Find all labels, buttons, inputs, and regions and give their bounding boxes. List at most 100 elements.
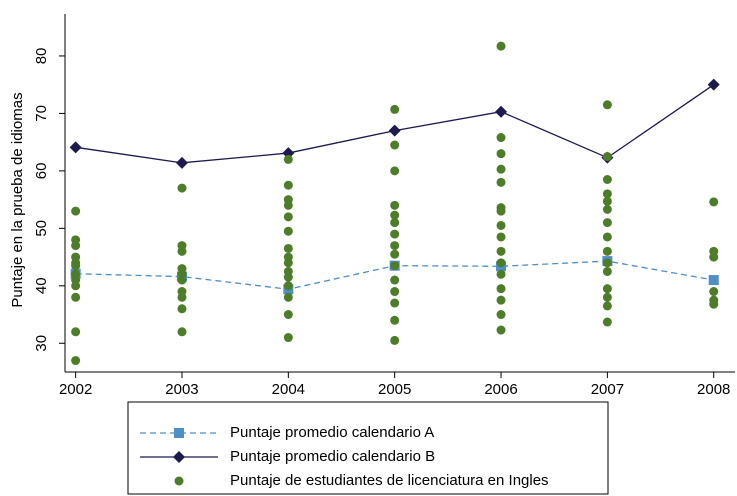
x-tick-label: 2007 (591, 381, 624, 398)
data-point (496, 149, 506, 159)
x-tick-label: 2006 (484, 381, 517, 398)
data-point (709, 299, 719, 309)
legend-label: Puntaje promedio calendario B (230, 448, 435, 465)
data-point (496, 258, 506, 268)
data-point (390, 218, 400, 228)
data-point (602, 152, 612, 162)
data-point (177, 292, 187, 302)
data-point (602, 232, 612, 242)
y-axis-label: Puntaje en la prueba de idiomas (9, 92, 26, 307)
data-point (283, 243, 293, 253)
x-tick-label: 2003 (165, 381, 198, 398)
legend-label: Puntaje promedio calendario A (230, 424, 434, 441)
data-point (390, 261, 400, 271)
data-point (496, 295, 506, 305)
data-point (71, 261, 81, 271)
data-point (71, 241, 81, 251)
data-point (709, 287, 719, 297)
data-point (602, 218, 612, 228)
data-point (71, 356, 81, 366)
data-point (283, 292, 293, 302)
data-point (283, 281, 293, 291)
data-point (388, 124, 401, 137)
data-point (496, 133, 506, 143)
data-point (283, 180, 293, 190)
legend (127, 401, 609, 495)
data-point (390, 249, 400, 259)
data-point (602, 258, 612, 268)
data-point (390, 210, 400, 220)
data-point (496, 177, 506, 187)
data-point (390, 315, 400, 325)
data-point (708, 275, 719, 286)
data-point (602, 317, 612, 327)
data-point (496, 269, 506, 279)
data-point (390, 287, 400, 297)
data-point (496, 206, 506, 216)
data-point (602, 196, 612, 206)
legend-marker (173, 451, 185, 463)
data-point (177, 183, 187, 193)
data-point (495, 105, 508, 118)
x-tick-label: 2008 (697, 381, 730, 398)
x-tick-label: 2005 (378, 381, 411, 398)
legend-marker (174, 476, 184, 486)
data-point (177, 246, 187, 256)
data-point (283, 200, 293, 210)
data-point (69, 141, 82, 154)
data-point (283, 212, 293, 222)
data-point (390, 241, 400, 251)
data-point (283, 272, 293, 282)
data-point (496, 232, 506, 242)
data-point (283, 333, 293, 343)
data-point (390, 298, 400, 308)
data-point (496, 310, 506, 320)
y-tick-label: 30 (33, 335, 50, 352)
data-point (283, 258, 293, 268)
data-point (390, 229, 400, 239)
data-point (496, 246, 506, 256)
data-point (177, 275, 187, 285)
legend-marker (174, 428, 184, 438)
data-point (496, 325, 506, 335)
data-point (390, 200, 400, 210)
data-point (602, 204, 612, 214)
data-point (496, 284, 506, 294)
y-tick-label: 80 (33, 48, 50, 65)
data-point (496, 220, 506, 230)
data-point (177, 304, 187, 314)
data-point (71, 281, 81, 291)
x-tick-label: 2004 (272, 381, 305, 398)
data-point (390, 335, 400, 345)
data-point (71, 292, 81, 302)
data-point (707, 78, 720, 91)
data-point (71, 206, 81, 216)
data-point (602, 284, 612, 294)
legend-label: Puntaje de estudiantes de licenciatura e… (230, 472, 549, 489)
data-point (602, 301, 612, 311)
data-point (602, 174, 612, 184)
data-point (283, 310, 293, 320)
data-point (709, 252, 719, 262)
data-point (390, 275, 400, 285)
data-point (390, 140, 400, 150)
data-point (283, 226, 293, 236)
data-point (602, 189, 612, 199)
data-point (709, 197, 719, 207)
y-tick-label: 60 (33, 163, 50, 180)
data-point (602, 292, 612, 302)
y-tick-label: 50 (33, 220, 50, 237)
data-point (390, 104, 400, 114)
data-point (496, 164, 506, 174)
data-point (390, 166, 400, 176)
data-point (283, 154, 293, 164)
y-tick-label: 40 (33, 277, 50, 294)
data-point (602, 100, 612, 110)
data-point (602, 266, 612, 276)
y-tick-label: 70 (33, 105, 50, 122)
x-tick-label: 2002 (59, 381, 92, 398)
data-point (71, 327, 81, 337)
data-point (602, 246, 612, 256)
data-point (177, 327, 187, 337)
